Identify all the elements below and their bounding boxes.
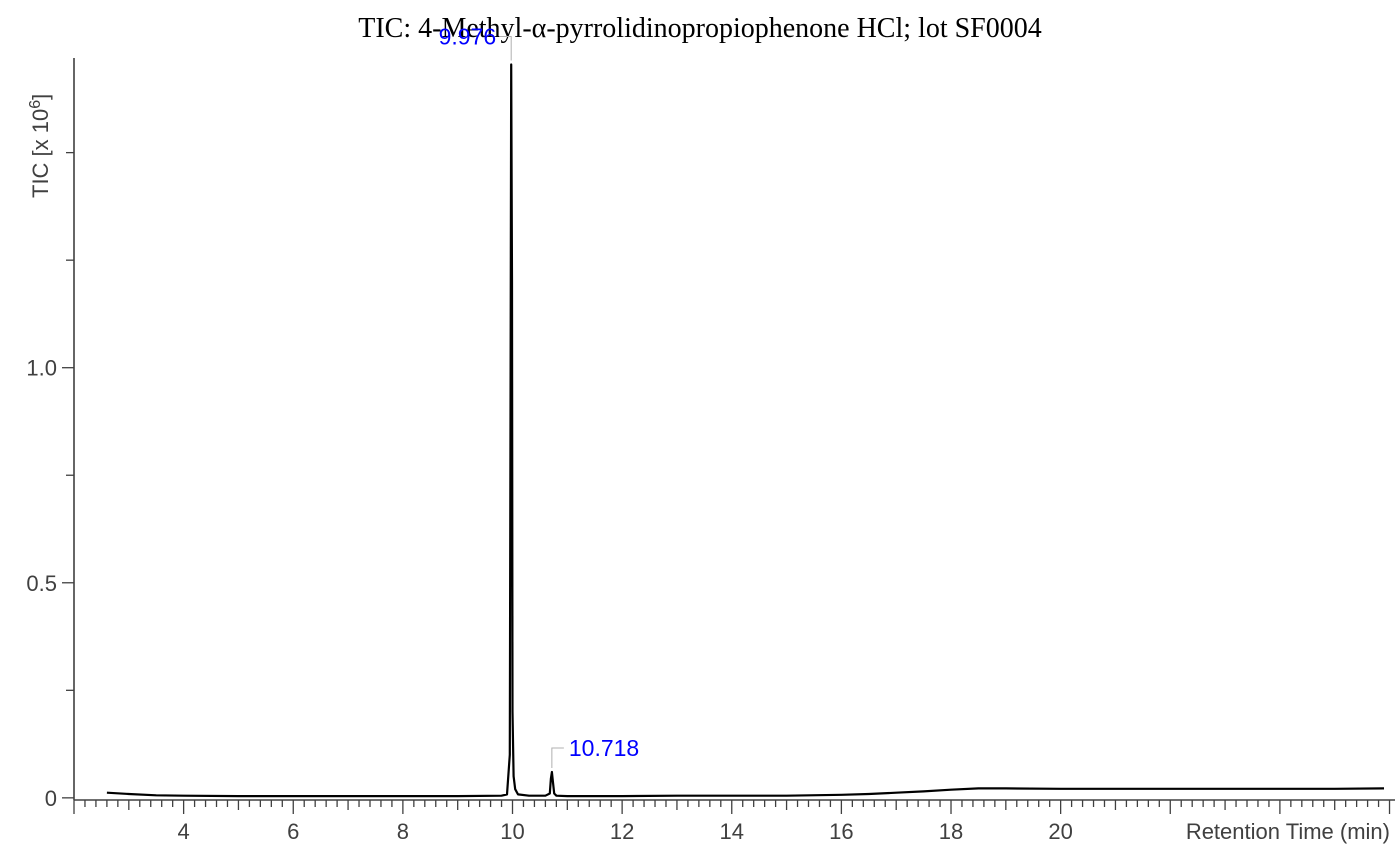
- svg-text:TIC [x 106]: TIC [x 106]: [27, 94, 54, 198]
- x-tick-label: 4: [178, 819, 190, 844]
- y-tick-label: 1.0: [26, 356, 57, 381]
- y-axis-label-text: TIC [x 10: [28, 109, 53, 198]
- y-tick-label: 0.5: [26, 571, 57, 596]
- y-tick-label: 0: [45, 786, 57, 811]
- x-tick-label: 14: [720, 819, 744, 844]
- y-axis-label-exponent: 6: [27, 100, 44, 109]
- chart-title: TIC: 4-Methyl-α-pyrrolidinopropiophenone…: [358, 13, 1042, 44]
- peak-label-text: 10.718: [569, 735, 639, 761]
- axes: [73, 58, 1395, 801]
- peak-label-text: 9.976: [439, 23, 497, 49]
- x-tick-label: 12: [610, 819, 634, 844]
- peak-labels: 9.976 10.718: [439, 23, 639, 769]
- trace: [106, 63, 1385, 798]
- y-axis-label-close: ]: [28, 94, 53, 100]
- peak-label-0: 9.976: [439, 23, 512, 61]
- peak-label-1: 10.718: [551, 735, 639, 769]
- ticks: 4 6 8 10 12 14 16 18 20 0 0.5 1.0: [26, 151, 1391, 844]
- peak-label-leader: [551, 747, 564, 769]
- y-axis-label: TIC [x 106]: [27, 94, 54, 198]
- x-tick-label: 8: [397, 819, 409, 844]
- series-line-0: [106, 63, 1385, 798]
- x-tick-label: 18: [939, 819, 963, 844]
- x-tick-label: 20: [1048, 819, 1072, 844]
- peak-label-leader: [499, 35, 512, 61]
- x-tick-label: 16: [829, 819, 853, 844]
- x-tick-label: 10: [500, 819, 524, 844]
- x-tick-label: 6: [287, 819, 299, 844]
- x-axis-label: Retention Time (min): [1186, 819, 1390, 844]
